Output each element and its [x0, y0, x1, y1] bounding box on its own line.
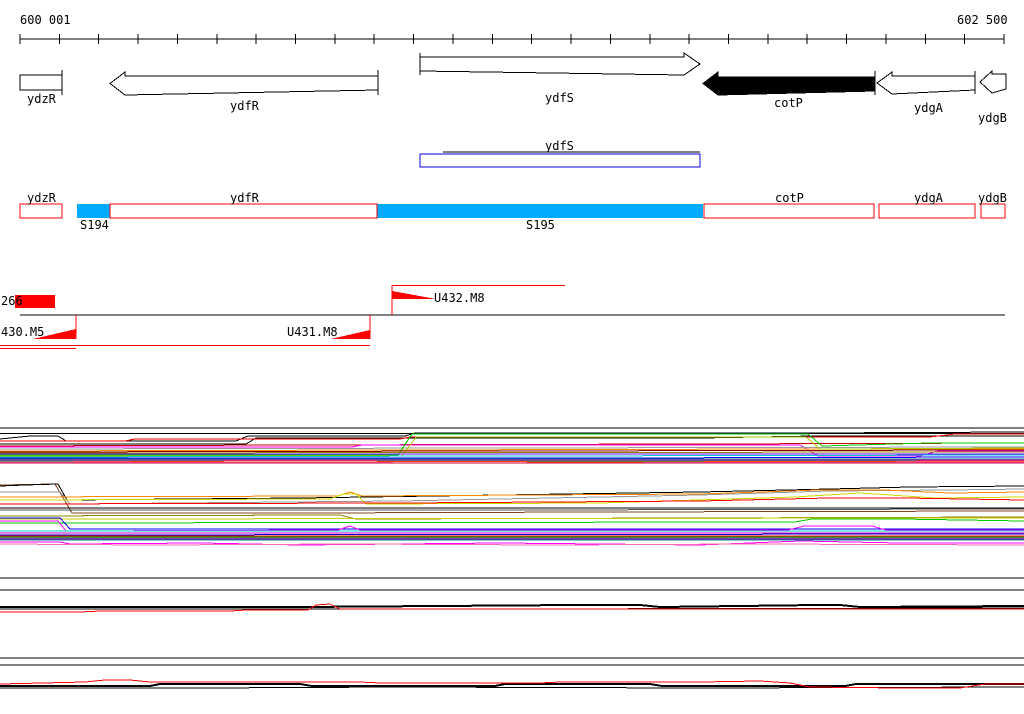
expression-panel-2-profile-line: [0, 517, 1024, 530]
gene-label-ydfR: ydfR: [230, 99, 260, 113]
expression-panel-2-profile-line: [0, 488, 1024, 505]
gene-box-label-ydgB: ydgB: [978, 191, 1007, 205]
unit-label-U431.M8: U431.M8: [287, 325, 338, 339]
expression-panel-1-profile-line: [0, 446, 1024, 450]
gene-box-label-cotP: cotP: [775, 191, 804, 205]
gene-box-cotP[interactable]: [703, 203, 875, 219]
segment-label-S195: S195: [526, 218, 555, 232]
gene-arrow-cotP[interactable]: [702, 70, 876, 96]
gene-box-ydgB[interactable]: [980, 203, 1006, 219]
gene-arrow-ydfR[interactable]: [109, 70, 379, 96]
gene-arrow-ydgB[interactable]: [979, 69, 1007, 94]
expression-panel-1-profile-line: [0, 435, 1024, 445]
segment-bar-S195[interactable]: [377, 204, 703, 218]
gene-arrow-ydzR[interactable]: [19, 74, 63, 91]
expression-panel-2-profile-line: [0, 533, 1024, 536]
expression-panel-1-profile-line: [0, 454, 1024, 458]
unit-label-266: 266: [1, 294, 23, 308]
gene-label-ydfS: ydfS: [545, 91, 574, 105]
expression-panel-2-profile-line: [0, 483, 1024, 501]
expression-panel-4-profile-line: [0, 683, 1024, 687]
gene-arrow-ydfS[interactable]: [419, 52, 701, 76]
expression-panel-1-profile-line: [0, 449, 1024, 453]
expression-panel-1-profile-line: [0, 433, 1024, 442]
gene-box-ydzR[interactable]: [19, 203, 63, 219]
expression-panel-2-profile-line: [0, 518, 1024, 524]
gene-box-ydfR[interactable]: [109, 203, 378, 219]
unit-ramp-U430.M5[interactable]: [33, 329, 76, 339]
unit-ramp-U432.M8[interactable]: [392, 291, 436, 299]
gene-label-cotP: cotP: [774, 96, 803, 110]
gene-label-ydzR: ydzR: [27, 92, 57, 106]
expression-panel-3-profile-line: [0, 603, 1024, 613]
ruler-start-coordinate: 600 001: [20, 13, 71, 27]
unit-label-U432.M8: U432.M8: [434, 291, 485, 305]
expression-panel-4-profile-line: [0, 679, 1024, 689]
gene-label-ydgB: ydgB: [978, 111, 1007, 125]
expression-panel-1-profile-line: [0, 433, 1024, 456]
expression-panel-1-profile-line: [0, 456, 1024, 459]
gene-box-ydgA[interactable]: [878, 203, 976, 219]
transcript-box-ydfS[interactable]: [419, 153, 701, 168]
expression-panel-2-profile-line: [0, 517, 1024, 520]
gene-box-label-ydfR: ydfR: [230, 191, 260, 205]
expression-panel-1-profile-line: [0, 451, 1024, 454]
expression-panel-2-profile-line: [0, 497, 1024, 505]
transcript-label-ydfS: ydfS: [545, 139, 574, 153]
expression-panel-2-profile-line: [0, 520, 1024, 532]
segment-label-S194: S194: [80, 218, 109, 232]
expression-panel-2-profile-line: [0, 508, 1024, 511]
expression-panel-1-profile-line: [0, 460, 1024, 463]
unit-label-U430.M5: 430.M5: [1, 325, 44, 339]
expression-panel-2-profile-line: [0, 492, 1024, 505]
expression-panel-3-profile-line: [0, 604, 1024, 609]
gene-box-label-ydgA: ydgA: [914, 191, 944, 205]
unit-ramp-U431.M8[interactable]: [331, 330, 370, 339]
gene-arrow-ydgA[interactable]: [876, 71, 976, 95]
expression-panel-4-profile-line: [0, 686, 1024, 689]
segment-bar-S194[interactable]: [77, 204, 110, 218]
ruler-end-coordinate: 602 500: [957, 13, 1008, 27]
gene-box-label-ydzR: ydzR: [27, 191, 57, 205]
gene-label-ydgA: ydgA: [914, 101, 944, 115]
expression-panel-2-profile-line: [0, 543, 1024, 546]
unit-box-266[interactable]: [15, 295, 55, 308]
